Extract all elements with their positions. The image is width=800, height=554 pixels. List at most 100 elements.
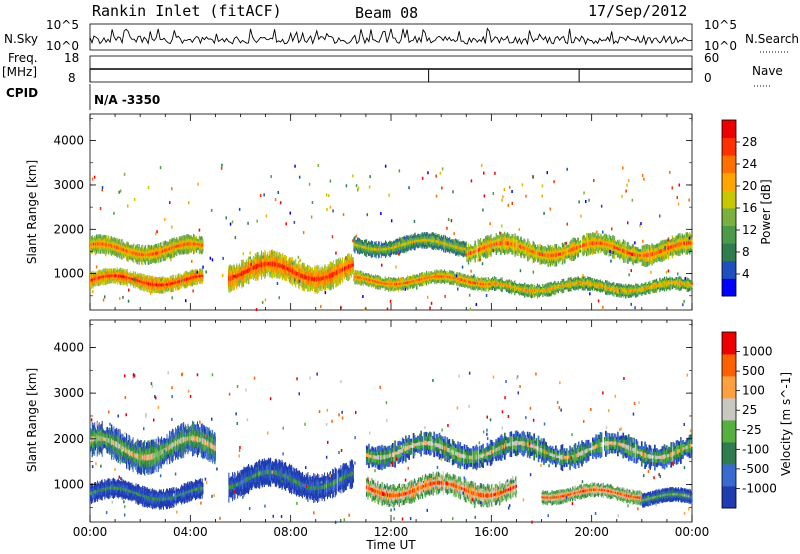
nave-tick-top: 60 bbox=[704, 51, 719, 65]
heat-cell bbox=[147, 284, 149, 288]
heat-cell bbox=[107, 268, 109, 272]
heat-cell bbox=[95, 275, 97, 279]
heat-cell bbox=[422, 282, 424, 286]
heat-cell bbox=[186, 277, 188, 282]
heat-cell bbox=[135, 276, 137, 280]
heat-cell bbox=[126, 269, 128, 274]
heat-cell bbox=[163, 289, 165, 294]
heat-cell bbox=[134, 271, 136, 276]
heat-cell bbox=[195, 281, 197, 286]
heat-cell bbox=[176, 281, 178, 284]
heat-cell bbox=[185, 283, 187, 287]
heat-cell bbox=[123, 241, 125, 246]
heat-cell bbox=[179, 284, 181, 288]
nsky-tick-top: 10^5 bbox=[46, 18, 79, 32]
heat-cell bbox=[120, 267, 122, 272]
cpid-label: CPID bbox=[6, 86, 38, 100]
heat-cell bbox=[353, 263, 354, 267]
heat-cell bbox=[331, 282, 333, 288]
heat-cell bbox=[136, 279, 138, 283]
heat-cell bbox=[140, 286, 142, 291]
heat-cell bbox=[137, 272, 139, 277]
heat-cell bbox=[116, 272, 117, 276]
heat-cell bbox=[96, 234, 97, 239]
heat-cell bbox=[97, 274, 99, 278]
heat-cell bbox=[112, 270, 114, 274]
freq-trace bbox=[89, 68, 692, 82]
heat-cell bbox=[91, 280, 93, 284]
heat-cell bbox=[147, 282, 149, 286]
heat-cell bbox=[112, 276, 114, 280]
heat-cell bbox=[166, 288, 167, 292]
heat-cell bbox=[192, 282, 193, 286]
heat-cell bbox=[163, 276, 165, 281]
heat-cell bbox=[245, 259, 247, 265]
heat-cell bbox=[116, 270, 117, 273]
heat-cell bbox=[114, 277, 116, 281]
heat-cell bbox=[168, 280, 170, 284]
heat-cell bbox=[131, 273, 133, 276]
heat-cell bbox=[123, 269, 125, 273]
heat-cell bbox=[96, 282, 98, 287]
heat-cell bbox=[161, 280, 163, 284]
heat-cell bbox=[168, 285, 170, 289]
heat-cell bbox=[99, 279, 101, 283]
freq-tick-top: 18 bbox=[64, 51, 79, 65]
heat-cell bbox=[114, 280, 116, 284]
heat-cell bbox=[190, 270, 192, 274]
heat-cell bbox=[165, 278, 167, 282]
heat-cell bbox=[91, 276, 93, 280]
heat-cell bbox=[178, 286, 180, 290]
heat-cell bbox=[386, 284, 388, 288]
heat-cell bbox=[136, 276, 138, 280]
heat-cell bbox=[168, 287, 170, 291]
heat-cell bbox=[426, 270, 428, 275]
heat-cell bbox=[166, 283, 167, 287]
heat-cell bbox=[159, 289, 161, 294]
heat-cell bbox=[169, 288, 171, 293]
heat-cell bbox=[353, 269, 354, 273]
heat-cell bbox=[166, 280, 167, 284]
heat-cell bbox=[314, 286, 316, 292]
heat-cell bbox=[146, 288, 148, 293]
date-title: 17/Sep/2012 bbox=[588, 2, 687, 20]
heat-cell bbox=[95, 273, 97, 276]
heat-cell bbox=[269, 250, 271, 257]
heat-cell bbox=[174, 285, 176, 289]
heat-cell bbox=[186, 270, 188, 275]
heat-cell bbox=[139, 273, 141, 277]
heat-cell bbox=[331, 262, 333, 269]
heat-cell bbox=[147, 277, 149, 281]
heat-cell bbox=[135, 283, 137, 286]
heat-cell bbox=[152, 282, 154, 287]
heat-cell bbox=[117, 269, 119, 273]
heat-cell bbox=[162, 286, 164, 291]
heat-cell bbox=[236, 283, 238, 290]
heat-cell bbox=[167, 285, 169, 289]
heat-cell bbox=[245, 278, 247, 284]
heat-cell bbox=[143, 285, 145, 289]
heat-cell bbox=[255, 264, 257, 271]
heat-cell bbox=[349, 274, 351, 280]
freq-label: Freq. bbox=[8, 51, 38, 65]
heat-cell bbox=[176, 279, 178, 282]
heat-cell bbox=[342, 273, 344, 277]
heat-cell bbox=[200, 268, 202, 272]
heat-cell bbox=[103, 281, 105, 285]
heat-cell bbox=[133, 273, 135, 277]
heat-cell bbox=[97, 279, 99, 282]
heat-cell bbox=[295, 258, 297, 265]
heat-cell bbox=[109, 279, 111, 283]
heat-cell bbox=[105, 267, 107, 272]
heat-cell bbox=[155, 283, 157, 287]
heat-cell bbox=[175, 287, 177, 291]
heat-cell bbox=[155, 280, 157, 284]
heat-cell bbox=[329, 261, 331, 268]
heat-cell bbox=[148, 244, 150, 250]
heat-cell bbox=[152, 278, 154, 282]
heat-cell bbox=[175, 274, 177, 279]
heat-cell bbox=[146, 275, 148, 279]
heat-cell bbox=[356, 281, 358, 285]
